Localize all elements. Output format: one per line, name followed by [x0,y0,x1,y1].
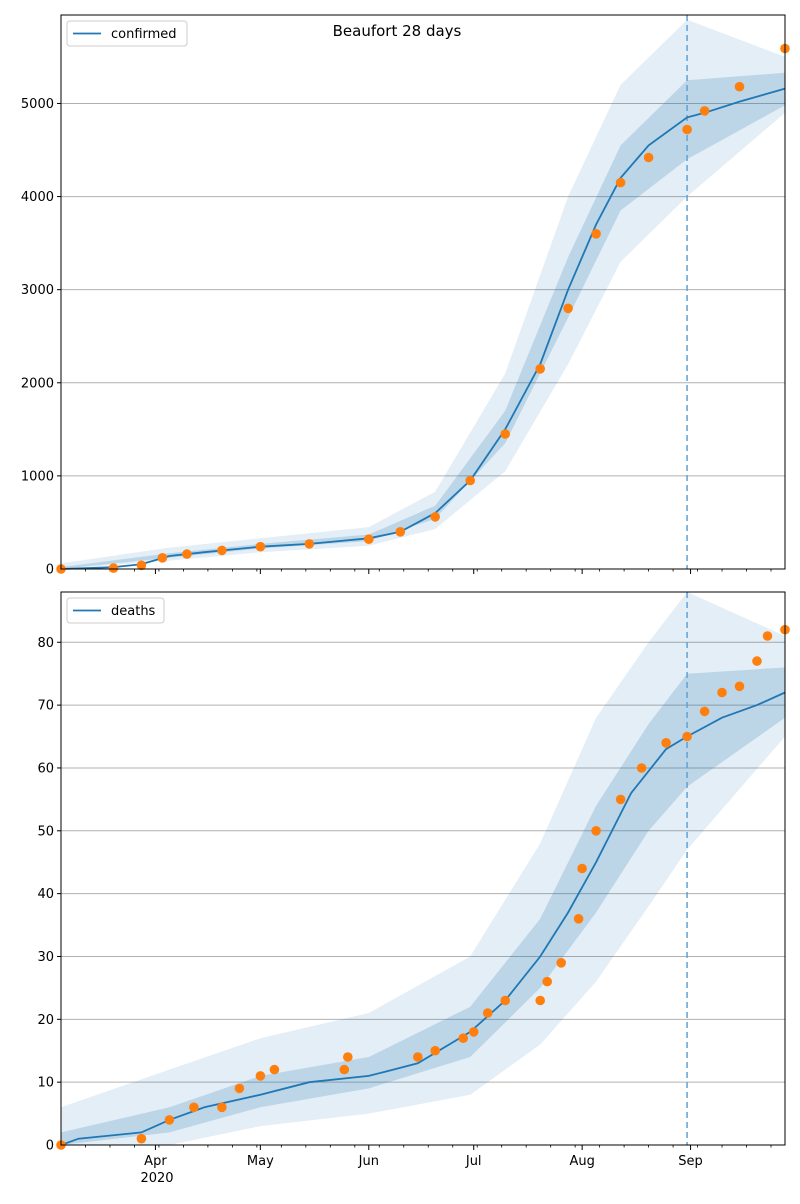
uncertainty-band-outer [61,19,785,569]
year-label: 2020 [140,1171,173,1186]
y-tick-label: 40 [37,887,54,902]
y-tick-label: 80 [37,636,54,651]
observed-point [269,1064,280,1075]
observed-point [699,106,710,116]
observed-point [762,631,773,641]
observed-point [364,534,374,544]
y-tick-label: 2000 [21,376,54,391]
observed-point [682,731,692,742]
observed-point [535,995,545,1006]
observed-point [717,687,727,698]
observed-point [643,152,654,163]
observed-point [556,958,566,968]
uncertainty-band-outer [61,592,785,1145]
legend: confirmed [66,20,188,47]
observed-point [255,541,266,552]
y-tick-label: 5000 [21,97,54,112]
deaths-panel: 0 10 20 30 40 50 60 70 80 Apr May Jun Jul Aug Sep death… [37,591,790,1169]
observed-point [752,656,762,666]
observed-point [591,826,601,836]
observed-point [182,549,192,559]
observed-point [164,1115,175,1125]
y-tick-label: 1000 [21,469,54,484]
observed-point [577,863,587,874]
chart-title: Beaufort 28 days [333,22,462,40]
observed-point [430,1045,441,1056]
axes-frame [60,14,786,570]
observed-point [542,976,552,987]
observed-point [468,1027,479,1037]
observed-point [430,512,441,522]
y-tick-label: 10 [37,1076,54,1091]
x-tick-label: Aug [569,1154,594,1169]
y-tick-label: 0 [46,563,54,578]
legend-label: deaths [111,604,156,619]
observed-point [157,553,168,563]
observed-point [500,995,511,1006]
legend-label: confirmed [111,27,177,42]
observed-point [136,560,147,571]
observed-point [682,124,692,135]
observed-point [734,681,745,692]
observed-point [636,763,647,773]
observed-point [500,429,511,439]
observed-point [217,1102,227,1113]
observed-point [343,1052,353,1062]
observed-point [395,527,406,537]
y-tick-label: 60 [37,761,54,776]
uncertainty-band-inner [61,667,785,1145]
uncertainty-band-inner [61,72,785,569]
y-tick-label: 3000 [21,283,54,298]
y-tick-label: 20 [37,1013,54,1028]
y-tick-label: 0 [46,1139,54,1154]
observed-point [465,475,476,486]
x-tick-label: Jun [358,1154,379,1169]
observed-point [615,794,626,805]
observed-point [339,1064,350,1075]
axes-frame [60,591,786,1146]
y-tick-label: 50 [37,824,54,839]
observed-point [734,81,745,92]
legend-frame [66,597,165,624]
observed-point [255,1071,266,1081]
y-tick-label: 4000 [21,190,54,205]
confirmed-panel: 0 1000 2000 3000 4000 5000 confirmed [21,14,790,578]
legend-frame [66,20,188,47]
observed-point [591,229,601,239]
observed-point [234,1083,245,1094]
observed-point [108,563,119,573]
observed-point [482,1008,493,1018]
x-tick-label: Jul [465,1154,482,1169]
observed-point [615,177,626,188]
observed-point [304,539,315,549]
x-tick-label: Sep [678,1154,703,1169]
x-tick-label: May [247,1154,274,1169]
y-tick-label: 30 [37,950,54,965]
x-tick-label: Apr [144,1154,167,1169]
observed-point [535,364,545,374]
observed-point [189,1102,199,1113]
legend: deaths [66,597,165,624]
observed-point [136,1133,147,1144]
observed-point [458,1033,469,1043]
observed-point [573,914,584,924]
observed-point [699,706,710,717]
observed-point [661,738,671,748]
y-tick-label: 70 [37,699,54,714]
observed-point [413,1052,423,1062]
observed-point [217,545,227,556]
observed-point [563,303,573,314]
